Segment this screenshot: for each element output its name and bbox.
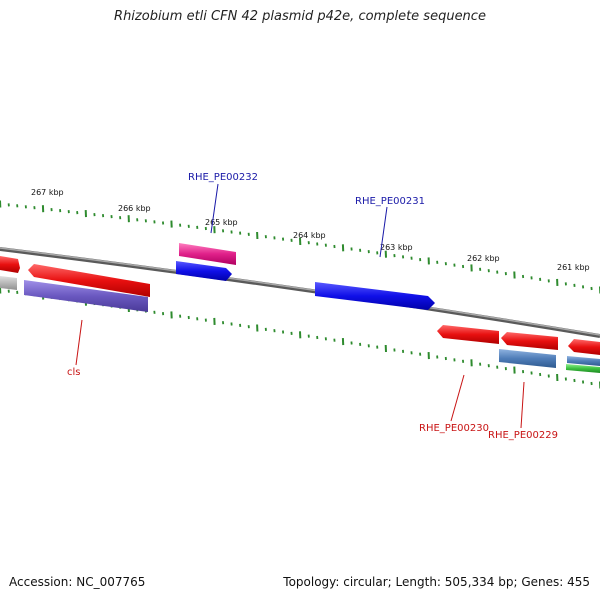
gene-arrow-magenta-pe00232 <box>179 243 236 265</box>
tick-label-261: 261 kbp <box>557 263 590 272</box>
tick-label-263: 263 kbp <box>380 243 413 252</box>
backbone-line <box>0 247 600 338</box>
gene-arrow-red-next <box>501 332 558 350</box>
gene-arrow-red-left-edge <box>0 256 20 273</box>
gene-label-cls[interactable]: cls <box>67 367 81 378</box>
backbone-highlight <box>0 247 600 336</box>
accession-text: Accession: NC_007765 <box>9 575 146 589</box>
gene-arrow-steel-right-edge <box>567 356 600 366</box>
tick-label-262: 262 kbp <box>467 254 500 263</box>
gene-arrow-blue-small <box>176 261 232 281</box>
gene-arrow-purple-cls <box>24 280 148 312</box>
gene-label-pe00232[interactable]: RHE_PE00232 <box>188 172 258 183</box>
gene-label-pe00231[interactable]: RHE_PE00231 <box>355 196 425 207</box>
tick-label-264: 264 kbp <box>293 231 326 240</box>
gene-arrow-red-cls-neighbor <box>28 264 150 297</box>
gene-arrow-red-right-edge <box>568 339 600 355</box>
tick-label-267: 267 kbp <box>31 188 64 197</box>
tick-label-265: 265 kbp <box>205 218 238 227</box>
tick-label-266: 266 kbp <box>118 204 151 213</box>
leader-line-pe00231 <box>379 206 388 258</box>
topology-text: Topology: circular; Length: 505,334 bp; … <box>283 575 590 589</box>
gene-arrow-gray-left-edge <box>0 276 17 290</box>
leader-line-pe00232 <box>210 183 219 234</box>
gene-arrow-green-right-edge <box>566 364 600 373</box>
gene-arrow-blue-pe00231 <box>315 282 435 310</box>
leader-line-pe00230 <box>450 374 465 422</box>
gene-arrow-red-pe00230 <box>437 325 499 344</box>
gene-label-pe00230[interactable]: RHE_PE00230 <box>419 423 489 434</box>
map-title: Rhizobium etli CFN 42 plasmid p42e, comp… <box>114 9 486 24</box>
leader-line-pe00229 <box>520 381 525 429</box>
outer-tick-track <box>0 200 600 294</box>
leader-line-cls <box>75 319 83 366</box>
gene-label-pe00229[interactable]: RHE_PE00229 <box>488 430 558 441</box>
gene-arrow-steel-pe00229 <box>499 349 556 368</box>
